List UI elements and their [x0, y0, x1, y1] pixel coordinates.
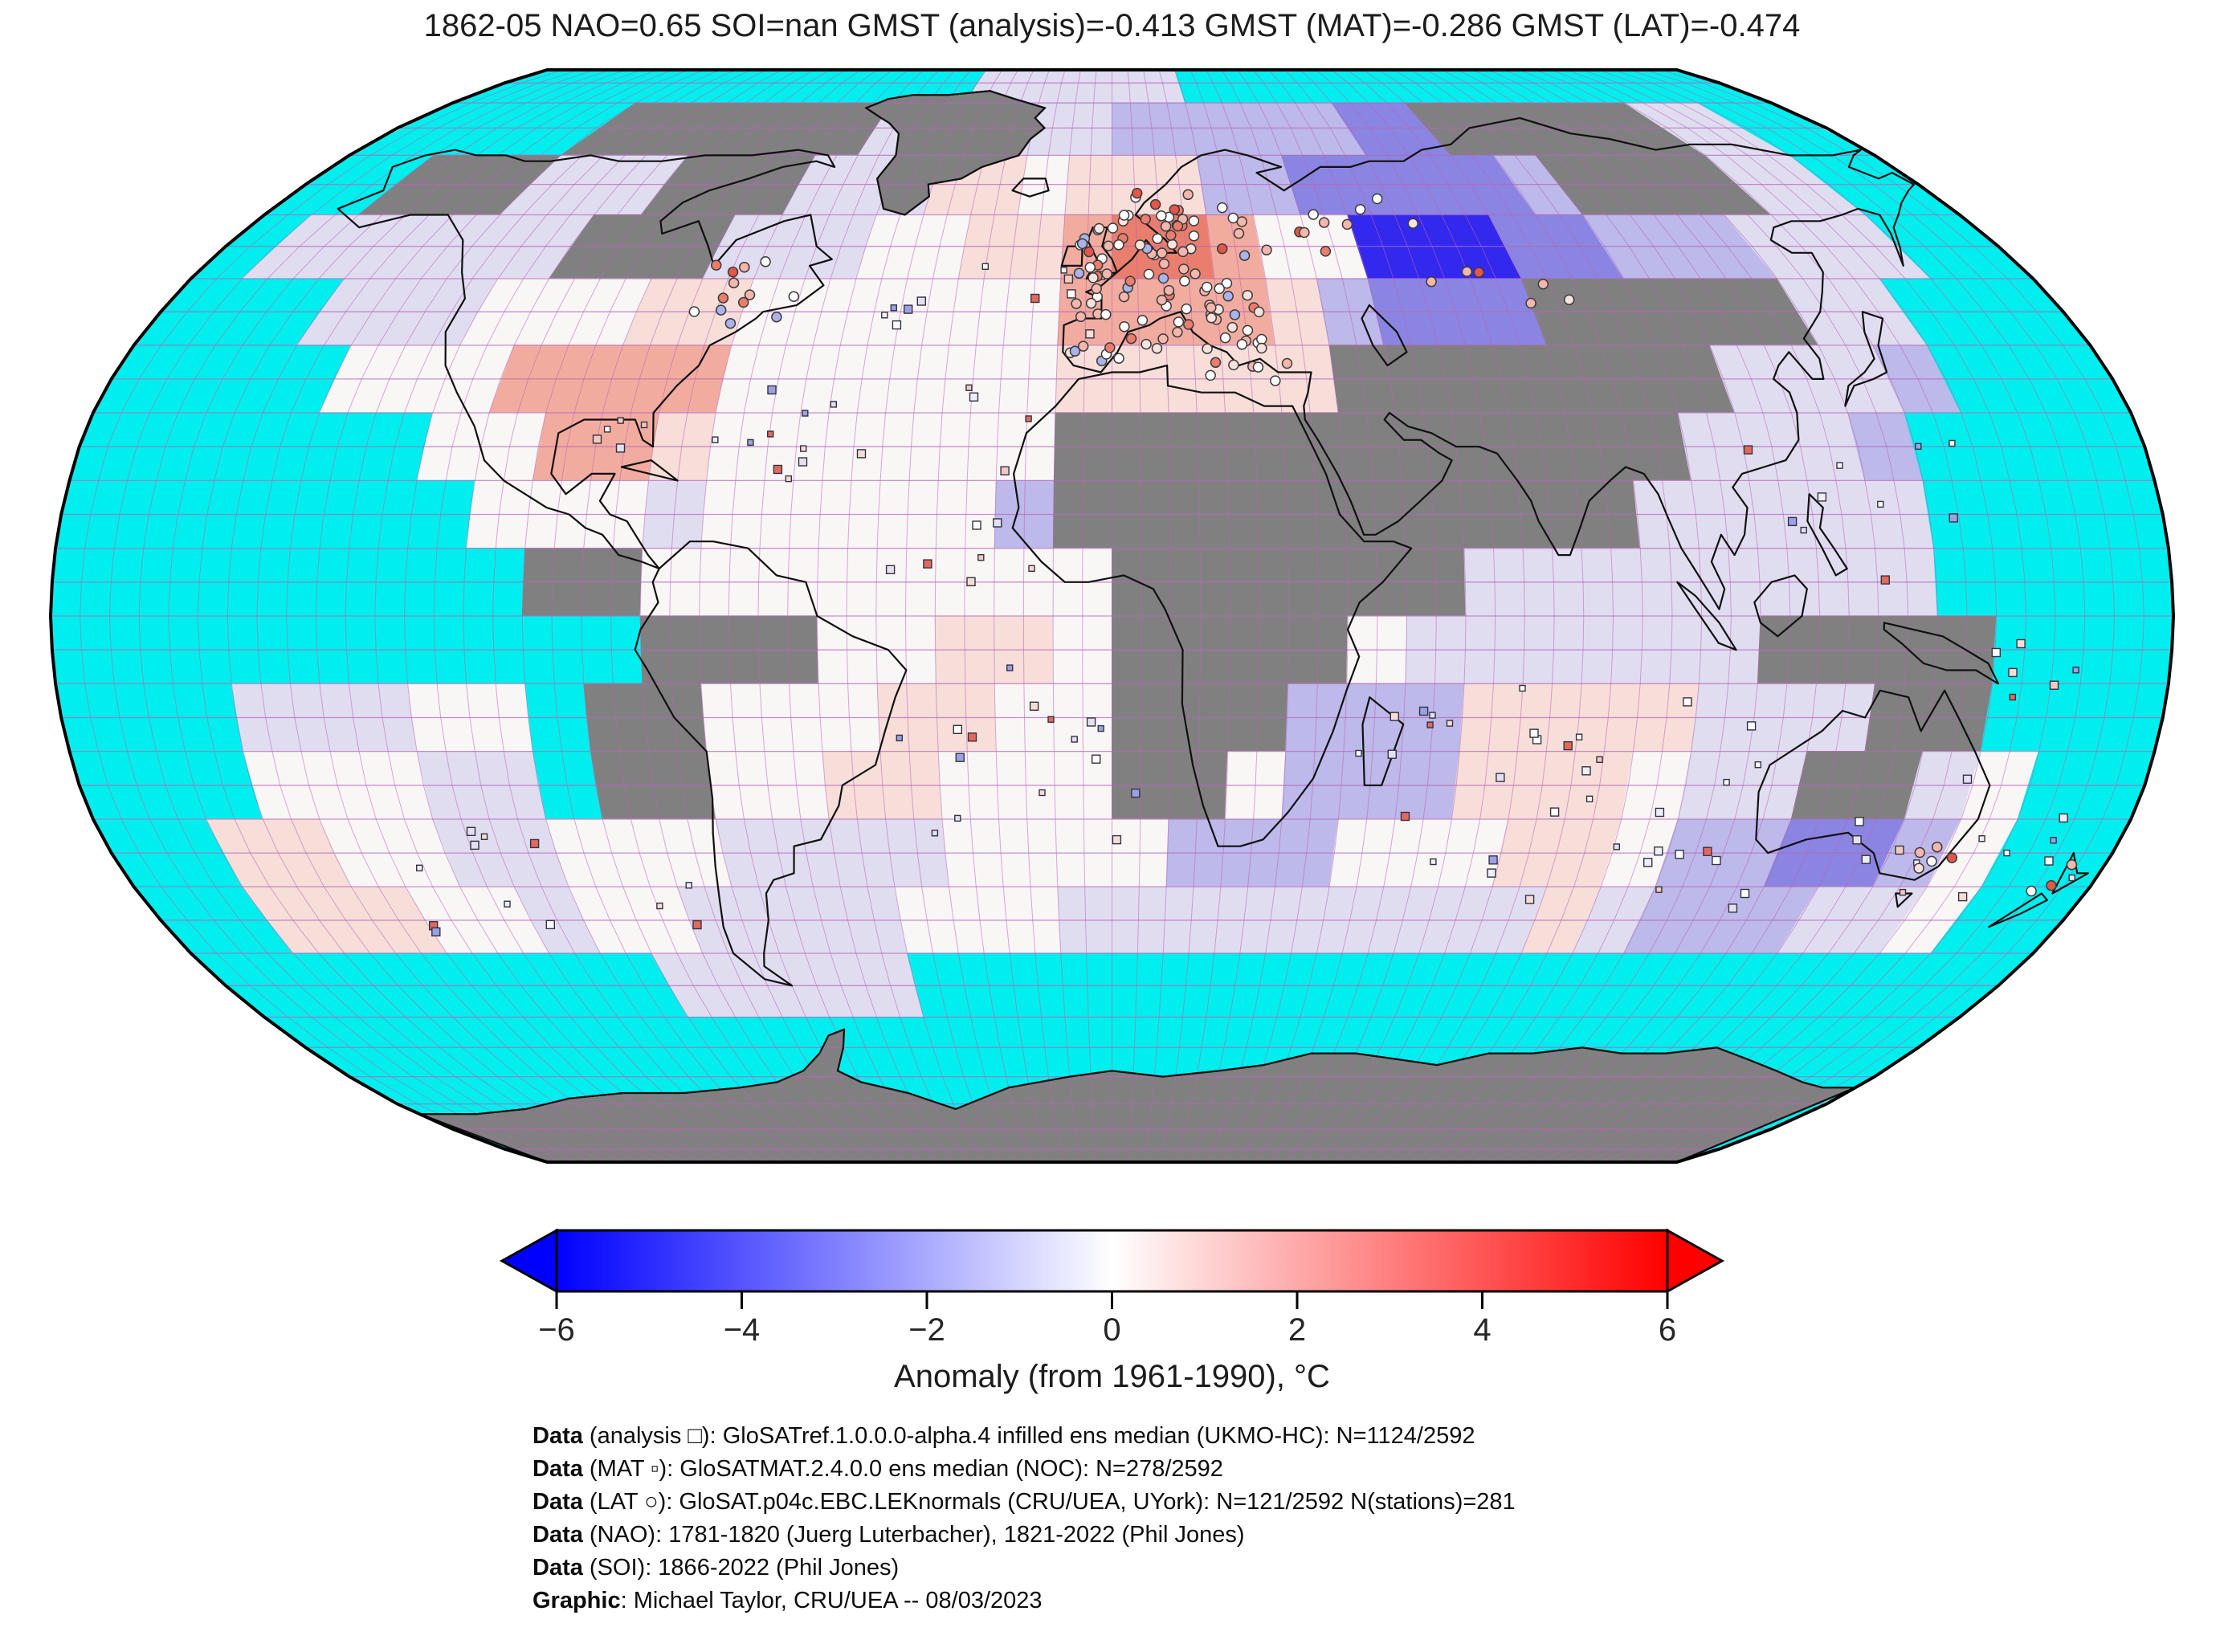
- colorbar-tick-label: −4: [723, 1312, 761, 1348]
- colorbar-axis-label: Anomaly (from 1961-1990), °C: [894, 1359, 1330, 1394]
- footer-line: Data (SOI): 1866-2022 (Phil Jones): [533, 1555, 900, 1581]
- colorbar-tick-label: 0: [1103, 1312, 1121, 1348]
- figure-title: 1862-05 NAO=0.65 SOI=nan GMST (analysis)…: [423, 8, 1801, 43]
- footer-line: Data (LAT ○): GloSAT.p04c.EBC.LEKnormals…: [533, 1489, 1516, 1515]
- colorbar-left-arrow: [499, 1228, 558, 1294]
- footer-line: Graphic: Michael Taylor, CRU/UEA -- 08/0…: [533, 1588, 1043, 1613]
- footer-line: Data (NAO): 1781-1820 (Juerg Luterbacher…: [533, 1522, 1245, 1548]
- colorbar-tick-label: 6: [1658, 1312, 1677, 1348]
- colorbar-tick-label: 2: [1287, 1312, 1307, 1348]
- colorbar-ticks: [555, 1291, 1669, 1309]
- colorbar-tick-label: −6: [538, 1312, 575, 1348]
- colorbar-tick-label: 4: [1473, 1312, 1492, 1348]
- colorbar-tick-label: −2: [908, 1312, 945, 1348]
- footer-credits: Data (analysis □): GloSATref.1.0.0.0-alp…: [533, 1420, 1516, 1617]
- footer-line: Data (MAT ▫): GloSATMAT.2.4.0.0 ens medi…: [533, 1456, 1223, 1482]
- colorbar-gradient: [555, 1229, 1669, 1293]
- footer-line: Data (analysis □): GloSATref.1.0.0.0-alp…: [533, 1423, 1475, 1449]
- colorbar-right-arrow: [1666, 1228, 1725, 1294]
